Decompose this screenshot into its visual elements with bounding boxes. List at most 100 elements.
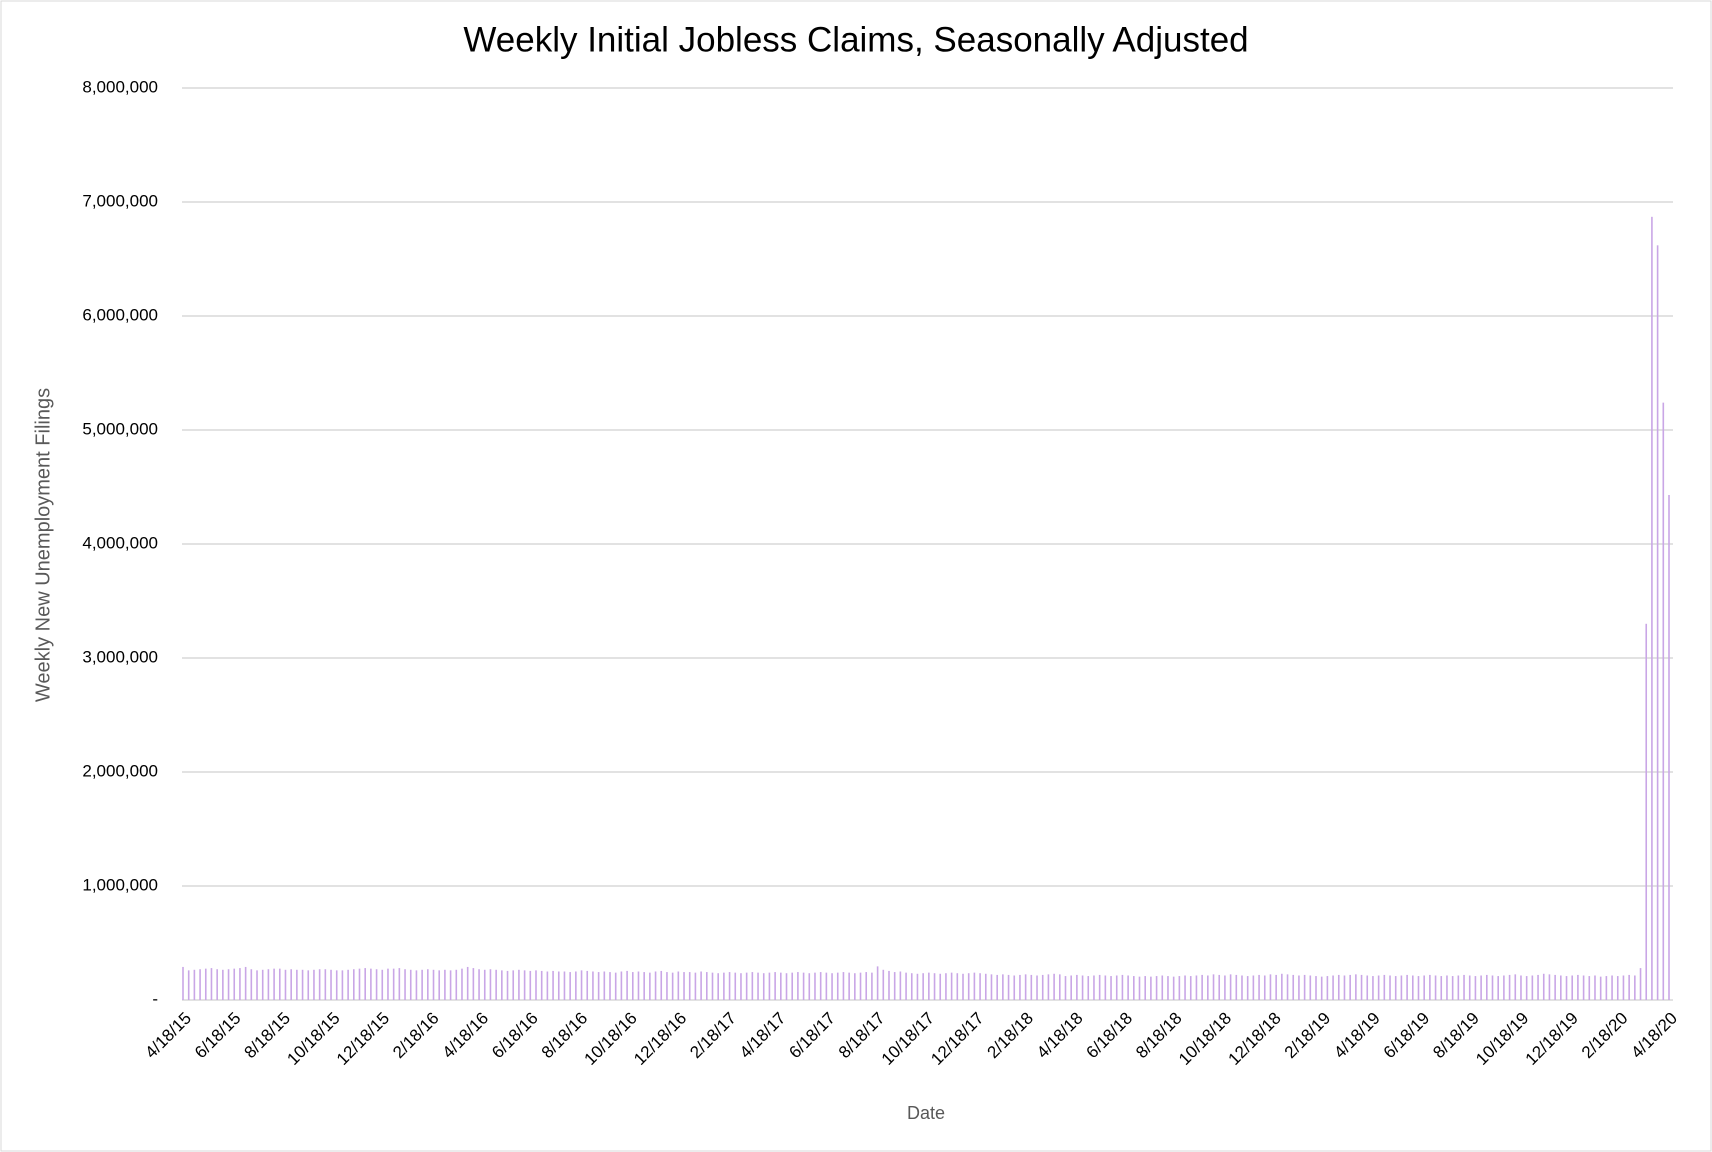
- bar: [575, 971, 577, 1000]
- bar: [1332, 975, 1334, 1000]
- bar: [1491, 975, 1494, 1000]
- bar: [290, 969, 292, 1000]
- bar: [876, 966, 879, 1000]
- bar: [928, 972, 930, 1000]
- bar: [996, 974, 998, 1000]
- bar: [1269, 974, 1272, 1000]
- bar: [865, 972, 868, 1000]
- bar: [353, 969, 355, 1000]
- bar: [819, 972, 822, 1000]
- bar: [1115, 975, 1118, 1000]
- bar: [825, 972, 828, 1000]
- bar: [392, 968, 395, 1000]
- bar: [415, 970, 418, 1000]
- bar: [216, 969, 218, 1000]
- bar: [1394, 976, 1397, 1000]
- bar: [518, 969, 520, 1000]
- bar: [1172, 976, 1175, 1000]
- bar: [1588, 976, 1591, 1000]
- bar: [1531, 975, 1534, 1000]
- bar: [597, 972, 600, 1000]
- bar: [1406, 974, 1408, 1000]
- bar: [1337, 974, 1340, 1000]
- y-tick-label: 3,000,000: [82, 647, 158, 666]
- bar: [631, 972, 634, 1000]
- bar: [728, 972, 731, 1000]
- bar: [1309, 975, 1312, 1000]
- bar: [1212, 974, 1215, 1000]
- bar: [1093, 975, 1095, 1000]
- bar: [979, 973, 981, 1000]
- bar: [1207, 975, 1209, 1000]
- bar: [421, 969, 423, 1000]
- bar: [1565, 976, 1568, 1000]
- bar: [375, 969, 378, 1000]
- bar: [483, 969, 486, 1000]
- bar: [666, 972, 668, 1000]
- bar: [404, 969, 406, 1000]
- bar: [540, 970, 543, 1000]
- bar: [950, 972, 953, 1000]
- bar: [1440, 976, 1443, 1000]
- bar: [552, 970, 554, 1000]
- bar: [620, 971, 623, 1000]
- bar: [370, 968, 372, 1000]
- bar: [945, 973, 947, 1000]
- bar: [1144, 976, 1146, 1000]
- bar: [910, 973, 913, 1000]
- bar: [1246, 976, 1249, 1000]
- bar: [233, 968, 236, 1000]
- bar: [199, 969, 201, 1000]
- bar: [893, 972, 896, 1000]
- bar: [569, 972, 571, 1000]
- bar: [1127, 975, 1129, 1000]
- bar: [1235, 974, 1238, 1000]
- bar: [1662, 402, 1665, 1000]
- bar: [1594, 975, 1596, 1000]
- bar: [1053, 973, 1055, 1000]
- bar: [1411, 975, 1414, 1000]
- bar: [1292, 974, 1295, 1000]
- bar: [1372, 976, 1374, 1000]
- bar: [256, 970, 258, 1000]
- bar: [939, 973, 942, 1000]
- bar: [1110, 976, 1112, 1000]
- chart-title: Weekly Initial Jobless Claims, Seasonall…: [463, 20, 1248, 59]
- bar: [899, 971, 902, 1000]
- bar: [239, 968, 241, 1000]
- bar: [1577, 974, 1579, 1000]
- bar: [973, 972, 976, 1000]
- bar: [1423, 975, 1425, 1000]
- bar: [649, 972, 651, 1000]
- bar: [1286, 974, 1289, 1000]
- bar: [774, 972, 776, 1000]
- bar: [1229, 974, 1232, 1000]
- bar: [751, 972, 754, 1000]
- bar: [1446, 975, 1448, 1000]
- bar: [1451, 976, 1454, 1000]
- bar: [244, 966, 247, 1000]
- y-tick-label: 8,000,000: [82, 77, 158, 96]
- bar: [1161, 975, 1164, 1000]
- bar: [1138, 976, 1141, 1000]
- bar: [694, 972, 697, 1000]
- bar: [204, 968, 207, 1000]
- bar: [888, 970, 890, 1000]
- bar: [341, 970, 344, 1000]
- bar: [1195, 975, 1198, 1000]
- bar: [398, 968, 401, 1000]
- bar: [654, 971, 657, 1000]
- bar: [1457, 975, 1460, 1000]
- bar: [427, 969, 429, 1000]
- bar: [466, 966, 469, 1000]
- bar: [643, 972, 645, 1000]
- bar: [1087, 976, 1090, 1000]
- bar: [1081, 975, 1084, 1000]
- bar: [1389, 975, 1391, 1000]
- bar: [358, 968, 361, 1000]
- bar: [1281, 973, 1283, 1000]
- bar: [495, 969, 497, 1000]
- bar: [273, 968, 275, 1000]
